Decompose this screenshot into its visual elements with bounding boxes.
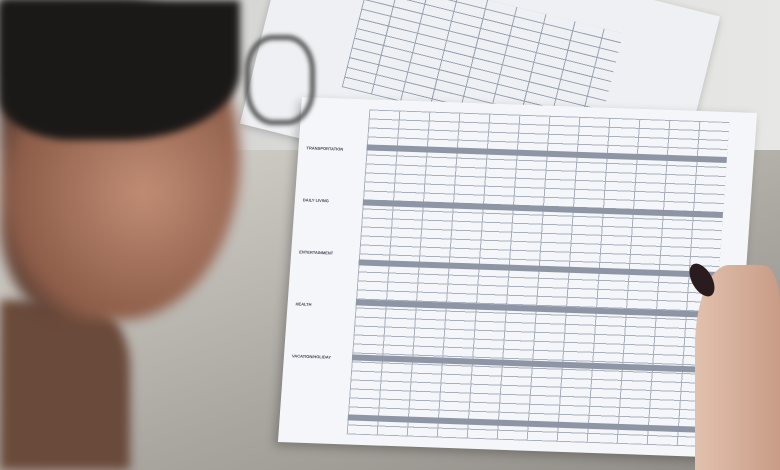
hair [0, 0, 240, 140]
section-label: Daily Living [302, 197, 330, 204]
front-spreadsheet-page: Transportation Daily Living Entertainmen… [277, 97, 758, 458]
hand [695, 265, 780, 470]
section-label: Transportation [306, 145, 344, 152]
section-label: Vacation/Holiday [291, 353, 332, 360]
section-label: Health [295, 301, 312, 307]
section-label: Entertainment [299, 249, 334, 256]
glasses [245, 35, 315, 125]
shoulder [0, 300, 130, 470]
